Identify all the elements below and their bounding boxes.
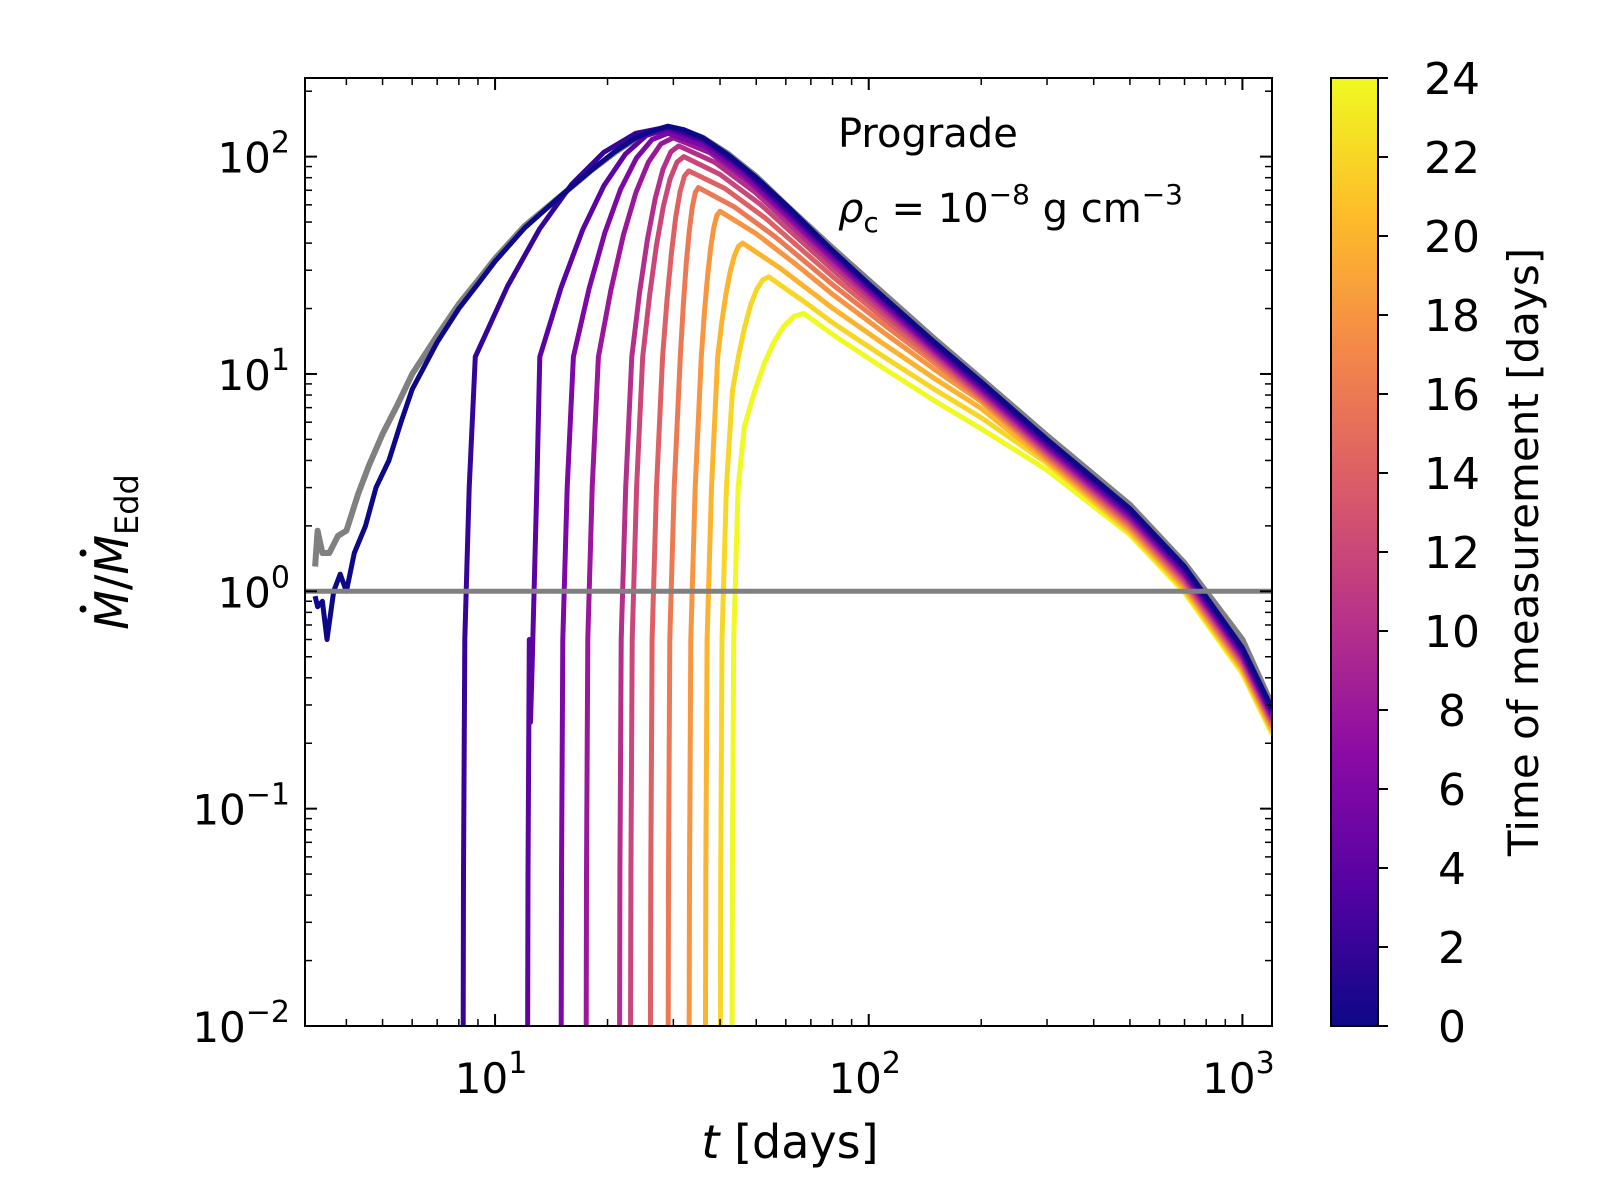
colorbar-tick-label: 2 bbox=[1438, 923, 1466, 974]
series-10-days bbox=[617, 143, 1272, 1026]
series-24-days bbox=[729, 310, 1272, 1026]
colorbar-gradient bbox=[1330, 77, 1379, 1027]
colorbar-tick-label: 12 bbox=[1424, 528, 1480, 579]
plot-area: 101 102 103 10−2 10−1 100 101 102 bbox=[192, 77, 1275, 1103]
colorbar-label: Time of measurement [days] bbox=[1499, 248, 1548, 857]
series-0-days bbox=[312, 123, 1272, 710]
colorbar-tick-label: 6 bbox=[1438, 765, 1466, 816]
annotation-line1: Prograde bbox=[838, 111, 1018, 157]
x-axis-ticks: 101 102 103 bbox=[455, 78, 1275, 1103]
y-axis-label: M/MEdd bbox=[79, 474, 146, 630]
colorbar-tick-label: 22 bbox=[1424, 133, 1480, 184]
colorbar-tick-label: 14 bbox=[1424, 449, 1480, 500]
curves bbox=[305, 123, 1272, 1026]
ylabel-dot-2 bbox=[79, 549, 87, 557]
annotation: Prograde ρc = 10−8 g cm−3 bbox=[838, 111, 1183, 239]
y-tick-label: 10−2 bbox=[192, 995, 290, 1052]
colorbar-tick-label: 16 bbox=[1424, 370, 1480, 421]
colorbar-tick-label: 18 bbox=[1424, 291, 1480, 342]
colorbar-tick-label: 10 bbox=[1424, 607, 1480, 658]
y-tick-label: 10−1 bbox=[192, 778, 290, 835]
minor-ticks bbox=[305, 78, 1272, 1026]
colorbar-tick-label: 24 bbox=[1424, 54, 1480, 105]
x-tick-label: 103 bbox=[1202, 1046, 1275, 1103]
x-tick-label: 101 bbox=[455, 1046, 528, 1103]
colorbar-tick-label: 20 bbox=[1424, 212, 1480, 263]
ylabel-dot-1 bbox=[79, 605, 87, 613]
y-tick-label: 101 bbox=[217, 343, 290, 400]
y-tick-label: 100 bbox=[217, 560, 290, 617]
series-16-days bbox=[665, 185, 1272, 1026]
colorbar-tick-label: 0 bbox=[1438, 1002, 1466, 1053]
plot-frame bbox=[304, 77, 1273, 1027]
y-tick-label: 102 bbox=[217, 126, 290, 183]
svg-text:M/MEdd: M/MEdd bbox=[85, 474, 146, 630]
series-12-days bbox=[628, 154, 1272, 1026]
x-axis-label: t [days] bbox=[701, 1115, 878, 1169]
y-axis-ticks: 10−2 10−1 100 101 102 bbox=[192, 126, 1272, 1052]
colorbar-tick-label: 4 bbox=[1438, 844, 1466, 895]
colorbar-tick-label: 8 bbox=[1438, 686, 1466, 737]
annotation-density: ρc = 10−8 g cm−3 bbox=[838, 178, 1183, 239]
series-18-days bbox=[686, 208, 1272, 1026]
x-tick-label: 102 bbox=[828, 1046, 901, 1103]
